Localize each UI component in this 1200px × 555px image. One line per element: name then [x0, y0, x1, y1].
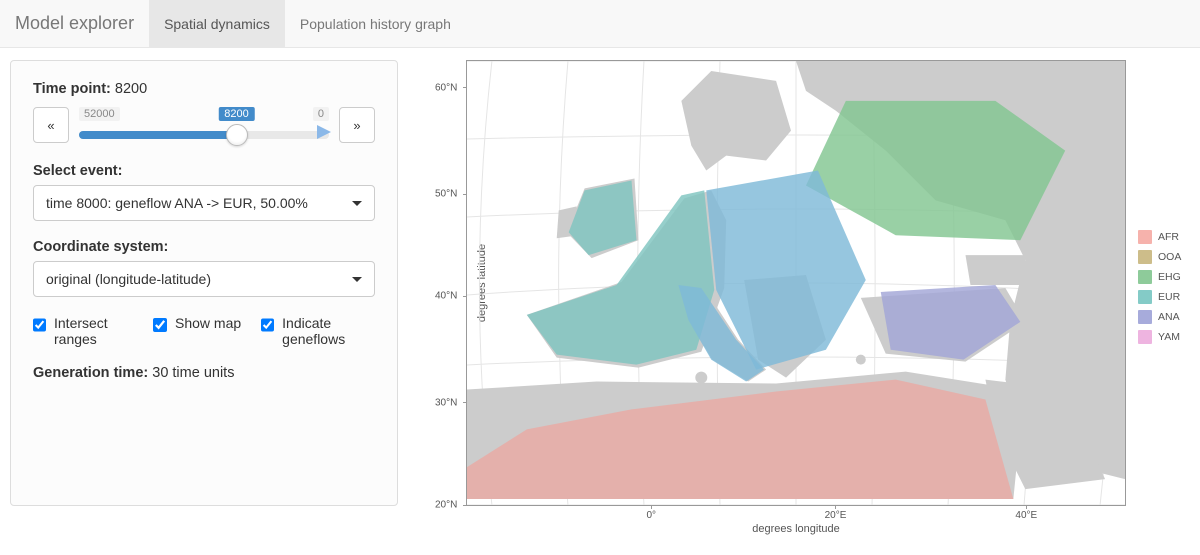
- map-plot: degrees latitude degrees longitude: [466, 60, 1126, 506]
- slider-handle[interactable]: [226, 124, 248, 146]
- legend-swatch: [1138, 230, 1152, 244]
- slider-min-label: 52000: [79, 107, 120, 121]
- check-show-map[interactable]: Show map: [153, 315, 241, 347]
- legend-item-yam: YAM: [1138, 330, 1181, 344]
- slider-prev-button[interactable]: «: [33, 107, 69, 143]
- chevron-left-icon: «: [47, 118, 54, 133]
- legend-swatch: [1138, 290, 1152, 304]
- slider-max-label: 0: [313, 107, 329, 121]
- slider-next-button[interactable]: »: [339, 107, 375, 143]
- control-panel: Time point: 8200 « 52000 0 8200: [10, 60, 398, 506]
- x-tick-label: 0°: [646, 510, 656, 521]
- x-tick-label: 20°E: [825, 510, 847, 521]
- tab-spatial-dynamics[interactable]: Spatial dynamics: [149, 0, 285, 47]
- generation-time-heading: Generation time: 30 time units: [33, 365, 375, 381]
- crs-label: Coordinate system:: [33, 239, 375, 255]
- time-point-label: Time point:: [33, 81, 111, 97]
- legend-label: EHG: [1158, 271, 1181, 283]
- check-intersect-ranges[interactable]: Intersect ranges: [33, 315, 133, 347]
- legend-label: AFR: [1158, 231, 1179, 243]
- check-indicate-geneflows-input[interactable]: [261, 318, 274, 332]
- select-event-label: Select event:: [33, 163, 375, 179]
- tab-population-history[interactable]: Population history graph: [285, 0, 466, 47]
- slider-fill: [79, 131, 237, 139]
- check-indicate-geneflows-label: Indicate geneflows: [282, 315, 361, 347]
- check-show-map-label: Show map: [175, 315, 241, 331]
- slider-current-value: 8200: [218, 107, 254, 121]
- play-icon[interactable]: [317, 125, 331, 142]
- legend-label: YAM: [1158, 331, 1180, 343]
- select-event-dropdown[interactable]: time 8000: geneflow ANA -> EUR, 50.00%: [33, 185, 375, 221]
- generation-time-value: 30 time units: [152, 365, 234, 381]
- time-point-heading: Time point: 8200: [33, 81, 375, 97]
- x-tick-label: 40°E: [1015, 510, 1037, 521]
- navbar: Model explorer Spatial dynamics Populati…: [0, 0, 1200, 48]
- map-area: degrees latitude degrees longitude: [438, 60, 1196, 506]
- legend-item-ooa: OOA: [1138, 250, 1181, 264]
- population-range-ANA: [881, 285, 1021, 360]
- legend-item-eur: EUR: [1138, 290, 1181, 304]
- legend-label: EUR: [1158, 291, 1180, 303]
- legend-swatch: [1138, 270, 1152, 284]
- legend-item-ana: ANA: [1138, 310, 1181, 324]
- legend-swatch: [1138, 250, 1152, 264]
- crs-dropdown[interactable]: original (longitude-latitude): [33, 261, 375, 297]
- legend-item-ehg: EHG: [1138, 270, 1181, 284]
- select-event-value: time 8000: geneflow ANA -> EUR, 50.00%: [46, 195, 308, 211]
- check-intersect-ranges-label: Intersect ranges: [54, 315, 133, 347]
- check-indicate-geneflows[interactable]: Indicate geneflows: [261, 315, 361, 347]
- y-tick-label: 40°N: [435, 291, 457, 302]
- legend-swatch: [1138, 310, 1152, 324]
- legend-swatch: [1138, 330, 1152, 344]
- map-legend: AFR OOA EHG EUR ANA YAM: [1138, 230, 1181, 350]
- y-tick-label: 50°N: [435, 189, 457, 200]
- legend-label: ANA: [1158, 311, 1180, 323]
- check-intersect-ranges-input[interactable]: [33, 318, 46, 332]
- generation-time-label: Generation time:: [33, 365, 148, 381]
- time-point-value: 8200: [115, 81, 147, 97]
- y-tick-label: 20°N: [435, 500, 457, 511]
- legend-item-afr: AFR: [1138, 230, 1181, 244]
- crs-value: original (longitude-latitude): [46, 271, 211, 287]
- y-tick-label: 60°N: [435, 82, 457, 93]
- time-slider[interactable]: 52000 0 8200: [79, 107, 329, 139]
- y-tick-label: 30°N: [435, 397, 457, 408]
- map-svg: [467, 61, 1125, 505]
- chevron-right-icon: »: [353, 118, 360, 133]
- check-show-map-input[interactable]: [153, 318, 167, 332]
- nav-brand: Model explorer: [0, 0, 149, 47]
- x-axis-label: degrees longitude: [752, 523, 839, 535]
- legend-label: OOA: [1158, 251, 1181, 263]
